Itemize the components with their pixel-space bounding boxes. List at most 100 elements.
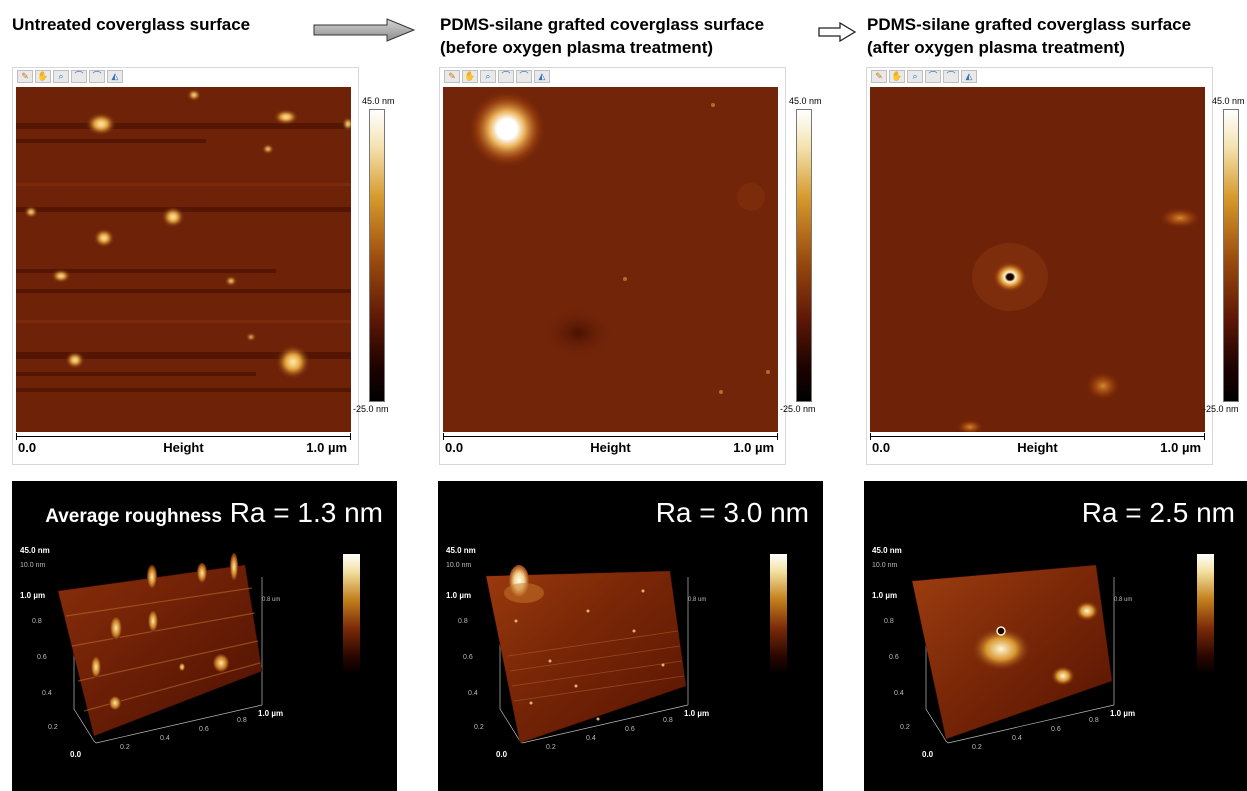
hand-tool-icon[interactable]: ✋: [462, 70, 478, 83]
afm-toolbar: ✎ ✋ ⌕ ⌒ ⌒ ◭: [871, 70, 977, 83]
caption-after-plasma-line2: (after oxygen plasma treatment): [867, 38, 1125, 57]
zoom-tool-icon[interactable]: ⌕: [907, 70, 923, 83]
zoom-tool-icon[interactable]: ⌕: [480, 70, 496, 83]
height-map-image: [16, 87, 351, 432]
y-axis-tick: 0.6: [889, 654, 899, 661]
x-axis-title: Height: [590, 440, 631, 455]
colorbar: [1223, 109, 1239, 402]
curve-tool-icon[interactable]: ⌒: [516, 70, 532, 83]
colorbar-max-label: 45.0 nm: [789, 96, 822, 106]
x-axis-tick: 0.2: [546, 744, 556, 751]
x-axis-tick: 0.2: [120, 744, 130, 751]
x-axis-origin-label: 0.0: [496, 750, 508, 759]
colorbar-min-label: -25.0 nm: [353, 404, 389, 414]
x-axis-start-label: 0.0: [445, 440, 464, 455]
x-axis-tick: 0.6: [199, 726, 209, 733]
colorbar: [369, 109, 385, 402]
height-map-image: [443, 87, 778, 432]
curve-tool-icon[interactable]: ⌒: [71, 70, 87, 83]
x-axis-tick: 0.6: [625, 726, 635, 733]
3d-view-icon[interactable]: ◭: [961, 70, 977, 83]
curve-tool-icon[interactable]: ⌒: [89, 70, 105, 83]
3d-colorbar: [343, 554, 360, 674]
height-map-image: [870, 87, 1205, 432]
3d-view-icon[interactable]: ◭: [534, 70, 550, 83]
x-axis-max-label: 1.0 µm: [258, 709, 283, 718]
x-axis-tick: 0.4: [586, 735, 596, 742]
y-axis-tick: 0.2: [900, 724, 910, 731]
y-axis-tick: 0.2: [48, 724, 58, 731]
y-axis-tick: 0.8: [884, 618, 894, 625]
roughness-label: Average roughness: [45, 506, 222, 527]
curve-tool-icon[interactable]: ⌒: [498, 70, 514, 83]
afm-toolbar: ✎ ✋ ⌕ ⌒ ⌒ ◭: [17, 70, 123, 83]
x-axis-max-label: 1.0 µm: [684, 709, 709, 718]
3d-view-panel-after-plasma: Ra = 2.5 nm 45.0 nm 10.0 nm 1.0 µm 0.8 0…: [864, 481, 1247, 791]
colorbar-max-label: 45.0 nm: [1212, 96, 1245, 106]
x-axis-tick: 0.8: [663, 717, 673, 724]
z-axis-top-label: 45.0 nm: [872, 546, 902, 555]
x-axis-origin-label: 0.0: [922, 750, 934, 759]
caption-untreated: Untreated coverglass surface: [12, 15, 251, 34]
x-axis-tick: 0.8: [1089, 717, 1099, 724]
3d-surface-plot: 45.0 nm 10.0 nm 1.0 µm 0.8 0.6 0.4 0.2 0…: [20, 546, 283, 759]
y-axis-max-label: 1.0 µm: [872, 591, 897, 600]
height-map-panel-after-plasma: ✎ ✋ ⌕ ⌒ ⌒ ◭ 45.0 nm -25.0 nm 0.0 Height …: [866, 67, 1245, 465]
process-arrow-icon: [818, 22, 856, 42]
y-axis-tick: 0.8: [32, 618, 42, 625]
colorbar: [796, 109, 812, 402]
curve-tool-icon[interactable]: ⌒: [925, 70, 941, 83]
pencil-tool-icon[interactable]: ✎: [444, 70, 460, 83]
roughness-value: Ra = 3.0 nm: [656, 497, 809, 529]
y-axis-max-label: 1.0 µm: [20, 591, 45, 600]
z-axis-second-label: 10.0 nm: [20, 562, 45, 569]
y-axis-tick: 0.8: [458, 618, 468, 625]
roughness-ra: Ra = 2.5 nm: [1081, 497, 1235, 528]
pencil-tool-icon[interactable]: ✎: [17, 70, 33, 83]
roughness-ra: Ra = 3.0 nm: [655, 497, 809, 528]
3d-surface-plot: 45.0 nm 10.0 nm 1.0 µm 0.8 0.6 0.4 0.2 0…: [446, 546, 709, 759]
x-axis-max-label: 1.0 µm: [1110, 709, 1135, 718]
x-axis-end-label: 1.0 µm: [1160, 440, 1201, 455]
y-axis-tick: 0.4: [468, 690, 478, 697]
height-map-panel-before-plasma: ✎ ✋ ⌕ ⌒ ⌒ ◭ 45.0 nm -25.0 nm 0.0 Height …: [439, 67, 822, 465]
colorbar-max-label: 45.0 nm: [362, 96, 395, 106]
roughness-value: Average roughness Ra = 1.3 nm: [45, 497, 383, 529]
roughness-value: Ra = 2.5 nm: [1082, 497, 1235, 529]
z-axis-second-label: 10.0 nm: [872, 562, 897, 569]
right-axis-top-label: 0.8 um: [688, 597, 706, 603]
caption-before-plasma-line2: (before oxygen plasma treatment): [440, 38, 714, 57]
hand-tool-icon[interactable]: ✋: [889, 70, 905, 83]
x-axis-title: Height: [1017, 440, 1058, 455]
pencil-tool-icon[interactable]: ✎: [871, 70, 887, 83]
x-axis-tick: 0.4: [160, 735, 170, 742]
y-axis-tick: 0.4: [894, 690, 904, 697]
x-axis-tick: 0.4: [1012, 735, 1022, 742]
y-axis-tick: 0.2: [474, 724, 484, 731]
right-axis-top-label: 0.8 um: [262, 597, 280, 603]
z-axis-top-label: 45.0 nm: [20, 546, 50, 555]
3d-view-icon[interactable]: ◭: [107, 70, 123, 83]
colorbar-min-label: -25.0 nm: [780, 404, 816, 414]
x-axis-title: Height: [163, 440, 204, 455]
z-axis-top-label: 45.0 nm: [446, 546, 476, 555]
colorbar-min-label: -25.0 nm: [1203, 404, 1239, 414]
caption-before-plasma-line1: PDMS-silane grafted coverglass surface: [440, 15, 765, 34]
3d-view-panel-before-plasma: Ra = 3.0 nm 45.0 nm 10.0 nm 1.0: [438, 481, 823, 791]
hand-tool-icon[interactable]: ✋: [35, 70, 51, 83]
y-axis-tick: 0.6: [463, 654, 473, 661]
3d-surface-plot: 45.0 nm 10.0 nm 1.0 µm 0.8 0.6 0.4 0.2 0…: [872, 546, 1135, 759]
3d-colorbar: [1197, 554, 1214, 674]
y-axis-max-label: 1.0 µm: [446, 591, 471, 600]
curve-tool-icon[interactable]: ⌒: [943, 70, 959, 83]
x-axis: 0.0 Height 1.0 µm: [16, 433, 351, 461]
caption-after-plasma-line1: PDMS-silane grafted coverglass surface: [867, 15, 1192, 34]
x-axis-end-label: 1.0 µm: [306, 440, 347, 455]
x-axis-start-label: 0.0: [872, 440, 891, 455]
x-axis-origin-label: 0.0: [70, 750, 82, 759]
zoom-tool-icon[interactable]: ⌕: [53, 70, 69, 83]
height-map-panel-untreated: ✎ ✋ ⌕ ⌒ ⌒ ◭: [12, 67, 395, 465]
right-axis-top-label: 0.8 um: [1114, 597, 1132, 603]
y-axis-tick: 0.4: [42, 690, 52, 697]
x-axis-tick: 0.8: [237, 717, 247, 724]
